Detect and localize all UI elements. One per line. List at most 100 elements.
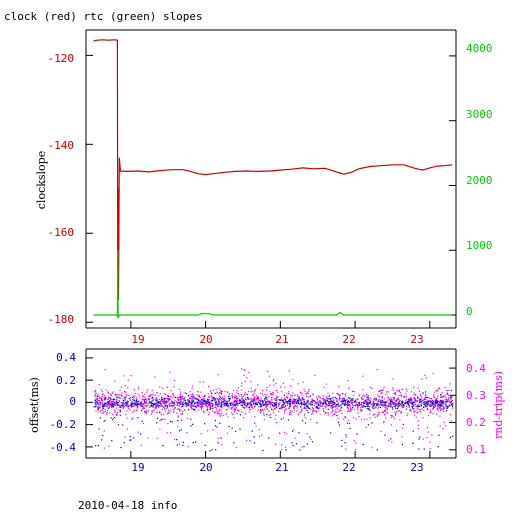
scatter-point [161, 399, 163, 401]
scatter-point [252, 394, 254, 396]
scatter-point [414, 411, 416, 413]
scatter-point [410, 410, 412, 412]
scatter-point [249, 398, 251, 400]
scatter-point [192, 423, 194, 425]
scatter-point [395, 413, 397, 415]
scatter-point [301, 403, 303, 405]
scatter-point [224, 398, 226, 400]
scatter-point [414, 403, 417, 405]
scatter-point [166, 432, 168, 434]
scatter-point [297, 401, 300, 403]
scatter-point [231, 403, 233, 405]
scatter-point [286, 396, 288, 398]
scatter-point [333, 403, 335, 405]
scatter-point [197, 399, 200, 401]
scatter-point [337, 403, 339, 406]
scatter-point [220, 402, 222, 404]
scatter-point [274, 418, 276, 420]
scatter-point [108, 403, 110, 405]
scatter-point [400, 412, 402, 414]
scatter-point [161, 387, 163, 389]
scatter-point [440, 394, 442, 396]
scatter-point [413, 397, 415, 399]
scatter-point [309, 402, 311, 404]
scatter-point [163, 401, 165, 403]
top-y2-tick-label: 4000 [466, 42, 493, 55]
scatter-point [102, 403, 104, 405]
scatter-point [279, 401, 281, 404]
top-y2-tick-label: 2000 [466, 174, 493, 187]
scatter-point [278, 403, 280, 405]
scatter-point [419, 398, 421, 400]
scatter-point [193, 408, 195, 410]
scatter-point [284, 386, 286, 388]
scatter-point [96, 399, 98, 401]
scatter-point [341, 406, 343, 408]
scatter-point [348, 422, 351, 425]
scatter-point [384, 405, 386, 407]
scatter-point [332, 401, 335, 403]
scatter-point [335, 397, 337, 399]
scatter-point [180, 402, 182, 404]
scatter-point [303, 388, 305, 390]
scatter-point [239, 414, 241, 416]
scatter-point [188, 404, 190, 406]
scatter-point [451, 403, 453, 405]
scatter-point [113, 398, 115, 400]
scatter-point [209, 408, 211, 411]
scatter-point [274, 402, 276, 404]
scatter-point [285, 405, 287, 407]
scatter-point [130, 375, 132, 377]
scatter-point [296, 407, 299, 409]
scatter-point [211, 407, 213, 410]
scatter-point [289, 405, 291, 408]
scatter-point [426, 399, 428, 401]
scatter-point [231, 427, 233, 429]
scatter-point [198, 395, 201, 397]
scatter-point [357, 407, 359, 409]
scatter-point [134, 392, 136, 395]
scatter-point [244, 402, 247, 404]
scatter-point [231, 407, 233, 409]
scatter-point [164, 406, 166, 408]
scatter-point [336, 399, 338, 401]
scatter-point [316, 406, 318, 408]
scatter-point [406, 405, 408, 407]
scatter-point [198, 403, 200, 406]
scatter-point [304, 406, 306, 408]
scatter-point [446, 405, 448, 407]
scatter-point [436, 405, 438, 407]
scatter-point [177, 425, 179, 427]
scatter-point [369, 417, 371, 419]
scatter-point [387, 391, 389, 393]
scatter-point [122, 405, 124, 407]
scatter-point [388, 404, 391, 407]
scatter-point [331, 397, 333, 399]
scatter-point [156, 399, 158, 401]
scatter-point [312, 393, 314, 395]
scatter-point [392, 415, 394, 418]
scatter-point [215, 404, 217, 406]
scatter-point [274, 404, 276, 407]
scatter-point [141, 403, 143, 406]
scatter-point [438, 407, 440, 409]
scatter-point [322, 405, 324, 407]
scatter-point [428, 405, 430, 407]
scatter-point [107, 401, 109, 403]
scatter-point [239, 399, 241, 401]
scatter-point [440, 402, 442, 405]
scatter-point [302, 407, 304, 409]
scatter-point [290, 406, 292, 408]
scatter-point [444, 399, 446, 401]
scatter-point [97, 400, 99, 402]
scatter-point [228, 393, 230, 395]
scatter-point [361, 418, 363, 420]
scatter-point [158, 401, 160, 403]
scatter-point [437, 389, 439, 391]
scatter-point [383, 389, 385, 391]
scatter-point [131, 417, 133, 419]
scatter-point [205, 401, 207, 403]
scatter-point [202, 397, 204, 400]
scatter-point [435, 399, 437, 401]
scatter-point [354, 400, 356, 402]
